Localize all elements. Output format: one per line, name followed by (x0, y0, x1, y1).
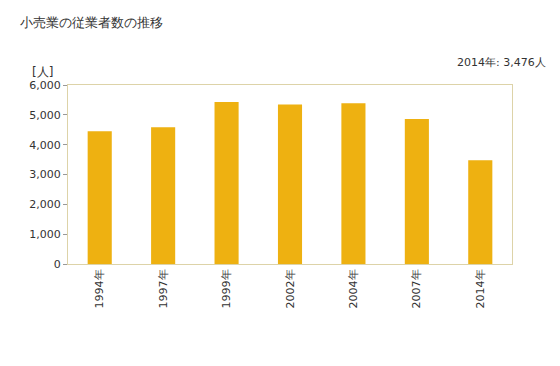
svg-text:2002年: 2002年 (284, 269, 297, 308)
svg-text:2004年: 2004年 (347, 269, 360, 308)
svg-text:小売業の従業者数の推移: 小売業の従業者数の推移 (20, 15, 163, 30)
svg-text:2,000: 2,000 (29, 198, 61, 211)
svg-text:1997年: 1997年 (157, 269, 170, 308)
svg-text:4,000: 4,000 (29, 139, 61, 152)
svg-text:1999年: 1999年 (220, 269, 233, 308)
svg-text:1994年: 1994年 (93, 269, 106, 308)
svg-text:5,000: 5,000 (29, 109, 61, 122)
svg-text:1,000: 1,000 (29, 228, 61, 241)
svg-text:2007年: 2007年 (410, 269, 423, 308)
svg-text:2014年: 2014年 (474, 269, 487, 308)
svg-text:2014年: 3,476人: 2014年: 3,476人 (457, 56, 546, 69)
svg-text:6,000: 6,000 (29, 79, 61, 92)
svg-text:[人]: [人] (32, 65, 53, 79)
svg-text:0: 0 (54, 258, 61, 271)
svg-text:3,000: 3,000 (29, 168, 61, 181)
